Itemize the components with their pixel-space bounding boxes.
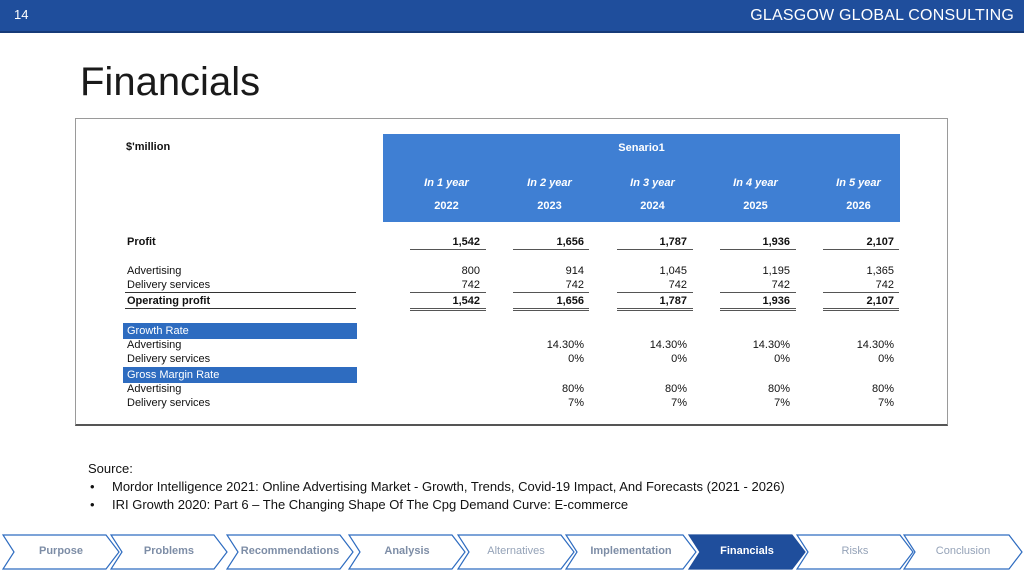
underline (513, 249, 589, 250)
slide-number: 14 (14, 7, 29, 22)
table-cell: 1,365 (866, 265, 894, 277)
nav-step-implementation[interactable]: Implementation (565, 534, 697, 570)
unit-label: $'million (126, 141, 171, 153)
table-cell: 2,107 (866, 295, 894, 307)
table-cell: 0% (671, 353, 687, 365)
divider (125, 292, 356, 293)
table-cell: 14.30% (752, 339, 790, 351)
table-cell: 2,107 (866, 236, 894, 248)
table-cell: 1,195 (762, 265, 790, 277)
underline (823, 292, 899, 293)
table-cell: 742 (771, 279, 790, 291)
underline (823, 249, 899, 250)
table-cell: 1,787 (659, 295, 687, 307)
double-underline (617, 308, 693, 311)
underline (410, 249, 486, 250)
table-cell: 0% (568, 353, 584, 365)
table-cell: 1,936 (762, 295, 790, 307)
nav-step-risks[interactable]: Risks (796, 534, 914, 570)
table-cell: 1,542 (452, 295, 480, 307)
table-cell: 0% (774, 353, 790, 365)
row-label-operating-profit: Operating profit (127, 295, 211, 307)
table-cell: 80% (871, 383, 894, 395)
table-cell: 1,045 (659, 265, 687, 277)
company-name: GLASGOW GLOBAL CONSULTING (750, 7, 1014, 24)
table-cell: 80% (767, 383, 790, 395)
double-underline (410, 308, 486, 311)
divider (125, 308, 356, 309)
underline (720, 249, 796, 250)
table-cell: 742 (875, 279, 894, 291)
row-label-advertising: Advertising (127, 339, 182, 351)
double-underline (823, 308, 899, 311)
underline (410, 292, 486, 293)
row-label-delivery: Delivery services (127, 397, 211, 409)
financial-table: $'million Senario1 In 1 year 2022 In 2 y… (75, 118, 948, 426)
nav-step-alternatives[interactable]: Alternatives (457, 534, 575, 570)
source-heading: Source: (88, 461, 133, 476)
section-header-growth-rate: Growth Rate (123, 323, 357, 339)
table-cell: 742 (461, 279, 480, 291)
table-cell: 1,656 (556, 295, 584, 307)
nav-step-conclusion[interactable]: Conclusion (903, 534, 1023, 570)
source-item: IRI Growth 2020: Part 6 – The Changing S… (88, 496, 785, 514)
table-cell: 80% (664, 383, 687, 395)
source-item: Mordor Intelligence 2021: Online Adverti… (88, 478, 785, 496)
nav-step-financials[interactable]: Financials (688, 534, 806, 570)
double-underline (513, 308, 589, 311)
double-underline (720, 308, 796, 311)
underline (720, 292, 796, 293)
table-cell: 7% (568, 397, 584, 409)
row-label-profit: Profit (127, 236, 156, 248)
scenario-header: Senario1 In 1 year 2022 In 2 year 2023 I… (383, 134, 900, 222)
top-banner: 14 GLASGOW GLOBAL CONSULTING (0, 0, 1024, 33)
nav-step-purpose[interactable]: Purpose (2, 534, 120, 570)
table-cell: 742 (565, 279, 584, 291)
table-cell: 80% (561, 383, 584, 395)
table-cell: 1,787 (659, 236, 687, 248)
page-title: Financials (80, 60, 261, 104)
table-cell: 0% (878, 353, 894, 365)
table-cell: 7% (878, 397, 894, 409)
table-cell: 14.30% (856, 339, 894, 351)
table-cell: 914 (565, 265, 584, 277)
row-label-delivery: Delivery services (127, 353, 211, 365)
row-label-delivery: Delivery services (127, 279, 211, 291)
row-label-advertising: Advertising (127, 383, 182, 395)
nav-step-problems[interactable]: Problems (110, 534, 228, 570)
underline (513, 292, 589, 293)
table-cell: 14.30% (649, 339, 687, 351)
table-cell: 1,936 (762, 236, 790, 248)
row-label-advertising: Advertising (127, 265, 182, 277)
section-header-gross-margin: Gross Margin Rate (123, 367, 357, 383)
table-cell: 800 (461, 265, 480, 277)
scenario-title: Senario1 (618, 142, 665, 154)
table-cell: 1,656 (556, 236, 584, 248)
table-cell: 1,542 (452, 236, 480, 248)
table-cell: 742 (668, 279, 687, 291)
underline (617, 292, 693, 293)
nav-step-analysis[interactable]: Analysis (348, 534, 466, 570)
nav-step-recommendations[interactable]: Recommendations (226, 534, 354, 570)
section-navigation: Purpose Problems Recommendations Analysi… (0, 534, 1024, 570)
source-notes: Source: Mordor Intelligence 2021: Online… (88, 460, 785, 514)
table-cell: 7% (671, 397, 687, 409)
underline (617, 249, 693, 250)
table-cell: 7% (774, 397, 790, 409)
table-cell: 14.30% (546, 339, 584, 351)
